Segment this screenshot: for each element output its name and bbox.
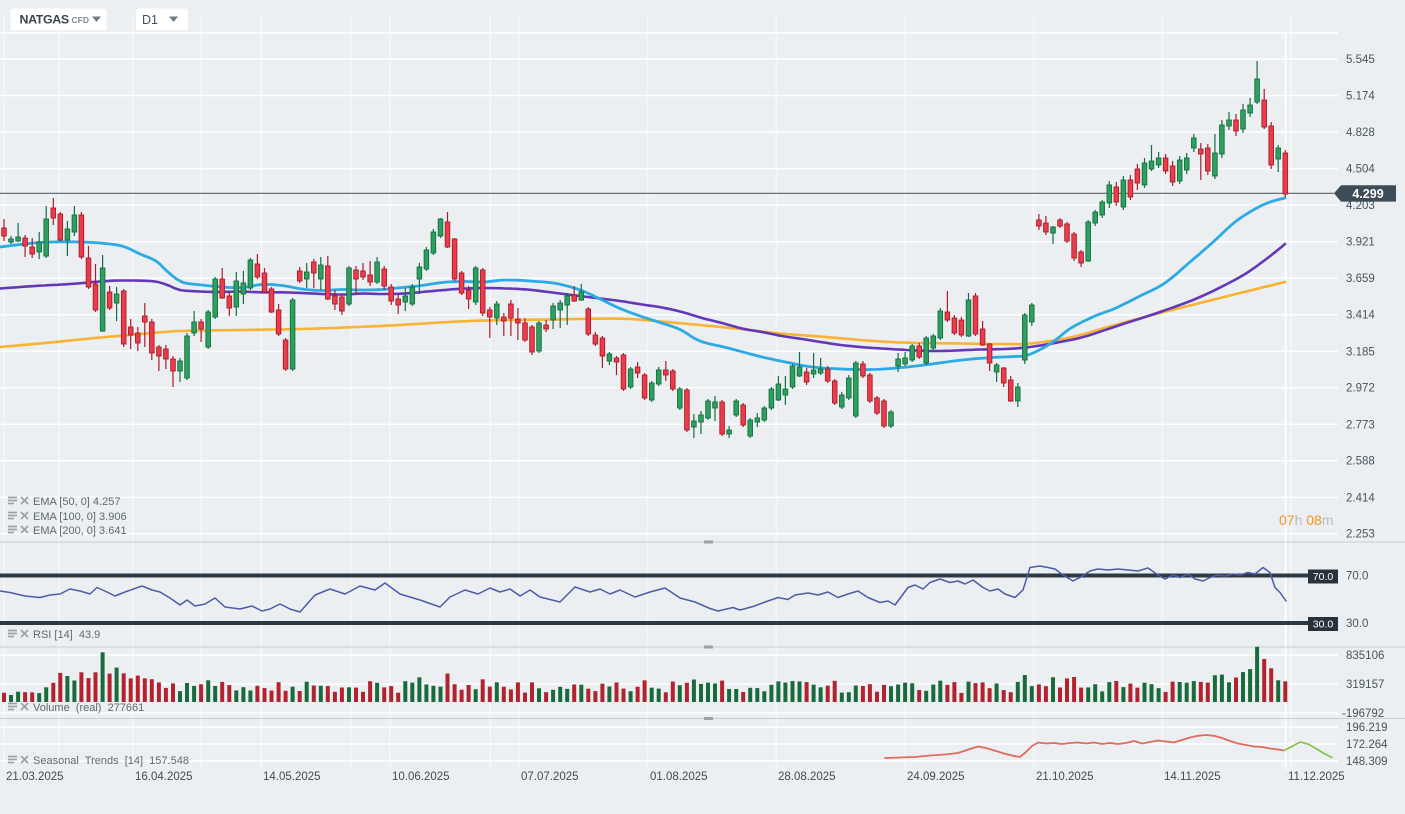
svg-text:CFD: CFD	[72, 15, 89, 25]
svg-text:28.08.2025: 28.08.2025	[778, 771, 836, 783]
svg-text:14.05.2025: 14.05.2025	[263, 771, 321, 783]
svg-text:NATGAS: NATGAS	[20, 13, 69, 27]
svg-text:2.588: 2.588	[1346, 456, 1375, 468]
svg-text:2.253: 2.253	[1346, 529, 1375, 541]
svg-text:2.972: 2.972	[1346, 383, 1375, 395]
svg-text:10.06.2025: 10.06.2025	[392, 771, 450, 783]
svg-text:172.264: 172.264	[1346, 739, 1388, 751]
svg-text:RSI [14] 43.9: RSI [14] 43.9	[33, 629, 100, 641]
svg-text:EMA [200, 0] 3.641: EMA [200, 0] 3.641	[33, 525, 127, 537]
svg-text:24.09.2025: 24.09.2025	[907, 771, 965, 783]
svg-text:319157: 319157	[1346, 679, 1384, 691]
svg-text:5.545: 5.545	[1346, 54, 1375, 66]
svg-text:EMA [100, 0] 3.906: EMA [100, 0] 3.906	[33, 511, 127, 523]
svg-text:3.659: 3.659	[1346, 273, 1375, 285]
svg-text:14.11.2025: 14.11.2025	[1164, 771, 1221, 783]
svg-text:3.185: 3.185	[1346, 346, 1375, 358]
svg-text:21.03.2025: 21.03.2025	[6, 771, 64, 783]
svg-text:30.0: 30.0	[1346, 618, 1368, 630]
svg-text:3.414: 3.414	[1346, 310, 1375, 322]
svg-text:196.219: 196.219	[1346, 722, 1388, 734]
svg-text:07.07.2025: 07.07.2025	[521, 771, 579, 783]
svg-text:Seasonal Trends [14] 157.54: Seasonal Trends [14] 157.548	[33, 755, 189, 767]
svg-text:EMA [50, 0] 4.257: EMA [50, 0] 4.257	[33, 496, 120, 508]
svg-text:D1: D1	[142, 13, 158, 27]
svg-text:2.414: 2.414	[1346, 492, 1375, 504]
svg-text:01.08.2025: 01.08.2025	[650, 771, 708, 783]
svg-text:-196792: -196792	[1342, 708, 1384, 720]
svg-text:70.0: 70.0	[1346, 571, 1368, 583]
svg-text:4.828: 4.828	[1346, 127, 1375, 139]
svg-text:11.12.2025: 11.12.2025	[1288, 771, 1345, 783]
svg-text:3.921: 3.921	[1346, 237, 1375, 249]
svg-text:2.773: 2.773	[1346, 419, 1375, 431]
svg-text:4.504: 4.504	[1346, 164, 1375, 176]
svg-text:148.309: 148.309	[1346, 756, 1388, 768]
svg-text:5.174: 5.174	[1346, 91, 1375, 103]
svg-text:4.299: 4.299	[1352, 187, 1383, 201]
svg-text:21.10.2025: 21.10.2025	[1036, 771, 1094, 783]
svg-text:30.0: 30.0	[1313, 619, 1334, 631]
svg-text:835106: 835106	[1346, 650, 1384, 662]
svg-text:4.203: 4.203	[1346, 200, 1375, 212]
svg-text:Volume (real) 277661: Volume (real) 277661	[33, 702, 144, 714]
svg-text:70.0: 70.0	[1313, 571, 1334, 583]
svg-text:16.04.2025: 16.04.2025	[135, 771, 193, 783]
svg-text:07h 08m: 07h 08m	[1279, 512, 1334, 528]
